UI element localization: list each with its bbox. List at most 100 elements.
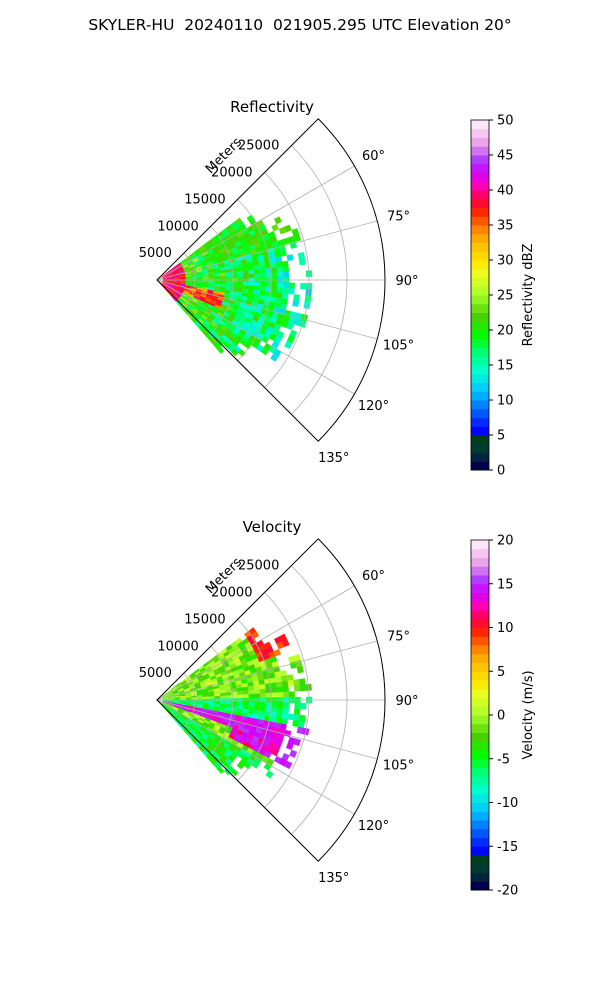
velocity-cell	[242, 686, 249, 692]
reflectivity-azimuth-line	[156, 279, 355, 395]
velocity-cell	[259, 684, 266, 690]
velocity-cell	[214, 695, 221, 699]
velocity-colorbar-swatch	[471, 627, 489, 637]
velocity-colorbar-swatch	[471, 767, 489, 777]
reflectivity-azimuth-line	[156, 165, 355, 281]
velocity-cell	[253, 684, 261, 691]
velocity-cell	[276, 712, 283, 719]
reflectivity-cell	[236, 270, 244, 276]
velocity-cell	[260, 702, 267, 708]
velocity-colorbar-swatch	[471, 820, 489, 830]
reflectivity-cell	[242, 274, 250, 279]
velocity-colorbar-swatch	[471, 618, 489, 628]
velocity-colorbar-swatch	[471, 610, 489, 620]
reflectivity-cell	[248, 281, 255, 287]
reflectivity-colorbar-swatch	[471, 365, 489, 375]
reflectivity-angle-tick: 120°	[358, 399, 389, 414]
reflectivity-cell	[217, 346, 225, 354]
reflectivity-cell	[242, 270, 249, 275]
reflectivity-colorbar-swatch	[471, 251, 489, 261]
velocity-colorbar-swatch	[471, 802, 489, 812]
velocity-colorbar-swatch	[471, 776, 489, 786]
velocity-cell	[276, 686, 284, 693]
reflectivity-colorbar-swatch	[471, 181, 489, 191]
velocity-cell	[281, 680, 289, 688]
velocity-cell	[254, 693, 261, 699]
velocity-cell	[242, 694, 250, 699]
reflectivity-cell	[276, 266, 284, 273]
velocity-cell	[298, 714, 306, 722]
reflectivity-cell	[269, 257, 277, 264]
reflectivity-colorbar-swatch	[471, 321, 489, 331]
reflectivity-angle-tick: 90°	[395, 274, 418, 289]
reflectivity-colorbar-swatch	[471, 426, 489, 436]
velocity-colorbar-swatch	[471, 723, 489, 733]
reflectivity-cell	[284, 340, 293, 350]
velocity-cell	[265, 770, 274, 779]
velocity-colorbar-tick: 20	[497, 534, 514, 549]
velocity-colorbar-swatch	[471, 557, 489, 567]
velocity-cell	[293, 679, 300, 686]
velocity-cell	[248, 701, 255, 707]
reflectivity-colorbar-swatch	[471, 400, 489, 410]
reflectivity-cell	[225, 275, 232, 279]
reflectivity-colorbar-tick: 35	[497, 219, 514, 234]
velocity-colorbar-swatch	[471, 863, 489, 873]
velocity-cell	[242, 701, 250, 706]
reflectivity-colorbar-swatch	[471, 146, 489, 156]
velocity-cell	[277, 692, 284, 698]
velocity-cell	[259, 706, 267, 712]
reflectivity-cell	[300, 282, 307, 290]
reflectivity-frame	[156, 118, 386, 442]
velocity-radial-tick: 5000	[139, 666, 172, 681]
reflectivity-radial-tick: 15000	[184, 192, 225, 207]
velocity-colorbar-swatch	[471, 706, 489, 716]
reflectivity-cell	[277, 272, 284, 278]
velocity-cell	[248, 705, 255, 711]
reflectivity-cell	[191, 277, 198, 280]
velocity-frame	[156, 538, 386, 862]
reflectivity-cell	[279, 249, 287, 257]
velocity-colorbar-swatch	[471, 741, 489, 751]
reflectivity-data-field	[160, 214, 313, 362]
velocity-colorbar-swatch	[471, 846, 489, 856]
reflectivity-colorbar-swatch	[471, 347, 489, 357]
velocity-cell	[217, 766, 225, 774]
reflectivity-cell	[271, 282, 278, 288]
reflectivity-cell	[288, 282, 295, 289]
reflectivity-colorbar-swatch	[471, 338, 489, 348]
velocity-cell	[225, 695, 232, 699]
reflectivity-colorbar-swatch	[471, 268, 489, 278]
velocity-radial-tick: 15000	[184, 612, 225, 627]
velocity-azimuth-line	[156, 699, 355, 815]
velocity-cell	[251, 631, 260, 639]
velocity-cell	[202, 696, 209, 700]
velocity-title: Velocity	[243, 518, 302, 536]
velocity-cell	[251, 761, 260, 769]
reflectivity-colorbar: 0 5 10 15 20 25 30 35 40 45 50 Reflectivity dBZ	[470, 114, 536, 479]
reflectivity-colorbar-swatch	[471, 435, 489, 445]
reflectivity-cell	[288, 288, 295, 295]
velocity-colorbar-swatch	[471, 540, 489, 550]
velocity-cell	[248, 693, 255, 699]
velocity-cell	[197, 696, 204, 700]
velocity-colorbar-swatch	[471, 793, 489, 803]
reflectivity-cell	[237, 274, 244, 279]
velocity-cell	[282, 707, 289, 714]
reflectivity-cell	[292, 299, 300, 307]
reflectivity-cell	[247, 265, 255, 271]
reflectivity-colorbar-swatch	[471, 330, 489, 340]
reflectivity-cell	[253, 264, 261, 271]
reflectivity-colorbar-tick: 50	[497, 114, 514, 129]
reflectivity-cell	[276, 287, 284, 294]
velocity-cell	[293, 714, 300, 722]
velocity-cell	[220, 701, 227, 705]
velocity-cell	[254, 706, 261, 711]
velocity-cell	[273, 648, 282, 657]
velocity-colorbar-swatch	[471, 575, 489, 585]
velocity-colorbar-swatch	[471, 750, 489, 760]
reflectivity-colorbar-tick: 25	[497, 289, 514, 304]
reflectivity-grid	[156, 145, 385, 442]
velocity-cell	[282, 691, 290, 698]
